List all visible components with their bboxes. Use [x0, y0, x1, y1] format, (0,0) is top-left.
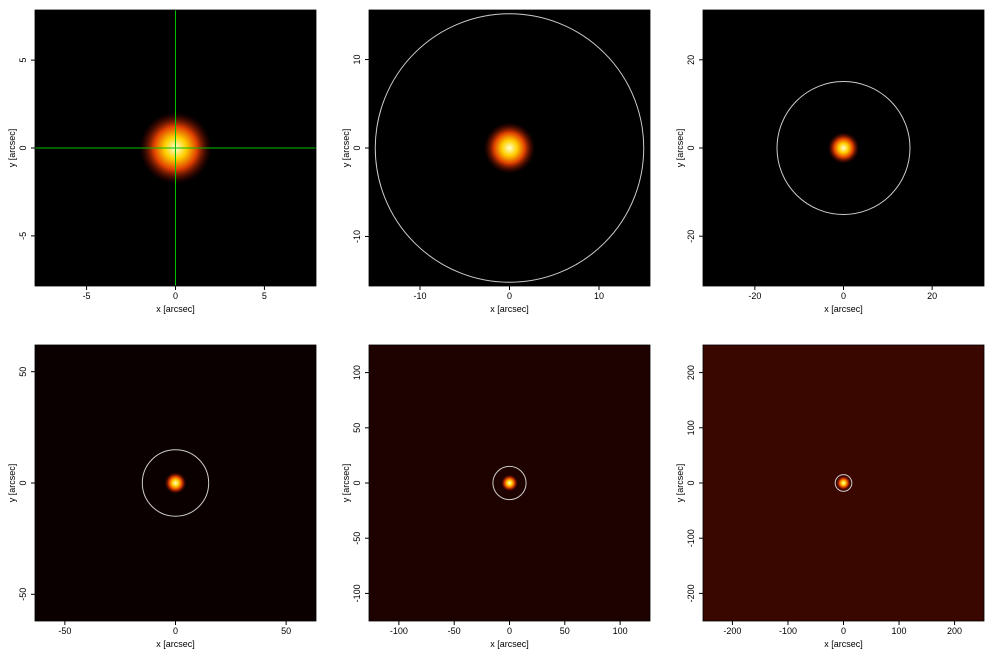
- source-glow: [827, 132, 860, 164]
- y-tick-label: 5: [18, 58, 28, 63]
- source-glow: [164, 472, 187, 494]
- y-axis-label: y [arcsec]: [341, 129, 351, 168]
- x-tick-label: -20: [748, 291, 761, 301]
- y-tick-label: -200: [686, 584, 696, 602]
- y-axis-label: y [arcsec]: [7, 464, 17, 503]
- y-axis-label: y [arcsec]: [675, 129, 685, 168]
- x-tick-label: 0: [507, 291, 512, 301]
- y-tick-label: 10: [352, 55, 362, 65]
- aperture: [834, 474, 853, 492]
- x-tick-label: -50: [448, 626, 461, 636]
- x-tick-label: -5: [83, 291, 91, 301]
- y-tick-label: -100: [686, 529, 696, 547]
- x-tick-label: 0: [173, 626, 178, 636]
- aperture: [492, 465, 527, 501]
- aperture: [141, 449, 210, 517]
- source-glow: [836, 475, 851, 491]
- x-axis-label: x [arcsec]: [490, 639, 529, 649]
- y-tick-label: 100: [352, 365, 362, 380]
- x-tick-label: 100: [892, 626, 907, 636]
- y-axis-label: y [arcsec]: [341, 464, 351, 503]
- y-tick-label: -5: [18, 232, 28, 240]
- x-tick-label: 0: [173, 291, 178, 301]
- y-tick-label: 100: [686, 420, 696, 435]
- x-tick-label: -100: [779, 626, 797, 636]
- source-glow: [501, 474, 518, 492]
- y-tick-label: 200: [686, 365, 696, 380]
- y-tick-label: 50: [18, 367, 28, 377]
- y-tick-label: -50: [352, 532, 362, 545]
- y-axis-label: y [arcsec]: [675, 464, 685, 503]
- x-tick-label: 5: [262, 291, 267, 301]
- y-tick-label: 50: [352, 423, 362, 433]
- x-tick-label: 10: [594, 291, 604, 301]
- x-tick-label: 0: [507, 626, 512, 636]
- x-tick-label: 0: [841, 626, 846, 636]
- y-tick-label: -50: [18, 588, 28, 601]
- aperture: [776, 81, 911, 215]
- y-tick-label: -20: [686, 230, 696, 243]
- y-tick-label: 20: [686, 55, 696, 65]
- y-tick-label: 0: [352, 480, 362, 485]
- x-axis-label: x [arcsec]: [824, 639, 863, 649]
- y-tick-label: 0: [352, 145, 362, 150]
- x-tick-label: 200: [947, 626, 962, 636]
- x-axis-label: x [arcsec]: [156, 304, 195, 314]
- y-tick-label: -100: [352, 584, 362, 602]
- x-tick-label: -50: [58, 626, 71, 636]
- x-tick-label: 0: [841, 291, 846, 301]
- y-axis-label: y [arcsec]: [7, 129, 17, 168]
- x-tick-label: -10: [414, 291, 427, 301]
- y-tick-label: 0: [686, 145, 696, 150]
- x-axis-label: x [arcsec]: [156, 639, 195, 649]
- x-axis-label: x [arcsec]: [490, 304, 529, 314]
- x-tick-label: 50: [281, 626, 291, 636]
- y-tick-label: 0: [18, 480, 28, 485]
- aperture: [374, 13, 645, 283]
- source-glow: [483, 122, 536, 174]
- x-tick-label: 20: [927, 291, 937, 301]
- x-tick-label: -200: [723, 626, 741, 636]
- y-tick-label: 0: [686, 480, 696, 485]
- y-tick-label: 0: [18, 145, 28, 150]
- x-tick-label: 50: [560, 626, 570, 636]
- x-axis-label: x [arcsec]: [824, 304, 863, 314]
- x-tick-label: -100: [390, 626, 408, 636]
- y-tick-label: -10: [352, 230, 362, 243]
- x-tick-label: 100: [613, 626, 628, 636]
